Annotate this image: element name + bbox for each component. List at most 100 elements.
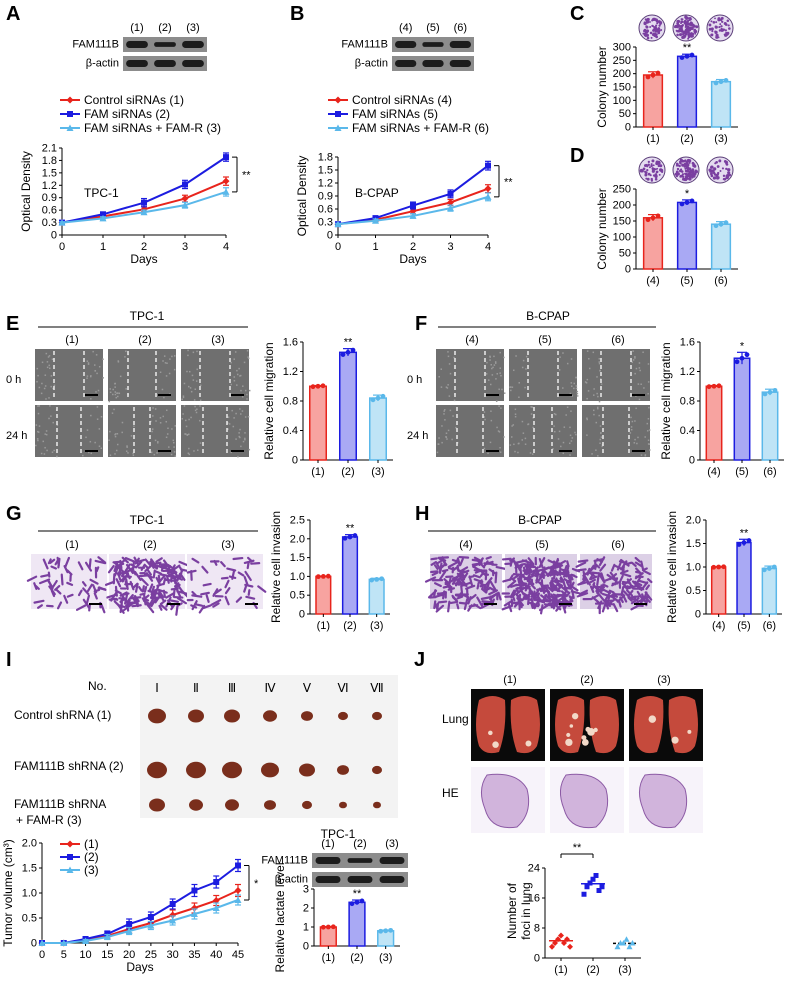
- cell-texture: [161, 388, 164, 391]
- data-dot: [679, 201, 685, 207]
- blot-row-label: β-actin: [86, 58, 119, 70]
- cell-texture: [233, 376, 236, 378]
- bar-category-label: (4): [712, 620, 725, 632]
- invaded-cell: [85, 594, 91, 605]
- invaded-cell: [228, 575, 237, 579]
- data-dot: [679, 55, 685, 61]
- invaded-cell: [173, 564, 181, 571]
- bar-category-label: (1): [311, 466, 324, 478]
- invaded-cell: [608, 589, 615, 594]
- cell-texture: [565, 414, 567, 416]
- cell-texture: [495, 400, 498, 402]
- cell-texture: [186, 434, 189, 436]
- invaded-cell: [143, 573, 154, 579]
- colony: [682, 36, 686, 39]
- invaded-cell: [243, 559, 255, 565]
- line-A-y-tick-label: 1.2: [42, 180, 57, 192]
- invaded-cell: [535, 578, 541, 584]
- invaded-cell: [133, 595, 139, 605]
- line-x-tick-label: 0: [335, 241, 341, 253]
- invaded-cell: [631, 561, 637, 567]
- data-point: [447, 199, 454, 206]
- image-lane-label: (1): [503, 674, 516, 686]
- cell-texture: [531, 406, 533, 408]
- invaded-cell: [86, 583, 93, 593]
- invaded-cell: [621, 593, 628, 603]
- lung-lobe: [634, 696, 664, 754]
- cell-texture: [490, 363, 492, 366]
- metastatic-focus: [571, 713, 579, 720]
- invaded-cell: [176, 588, 182, 599]
- colony: [680, 25, 683, 28]
- bar: [309, 385, 327, 461]
- invaded-cell: [599, 563, 607, 572]
- data-dot: [713, 80, 719, 86]
- scratch-image: [509, 405, 577, 457]
- line-A-y-tick-label: 2.1: [42, 143, 57, 155]
- invaded-cell: [47, 558, 52, 565]
- bar-G-y-tick-label: 1.0: [290, 571, 305, 583]
- blot-title: TPC-1: [321, 827, 356, 841]
- legend-label: Control siRNAs (1): [84, 93, 184, 107]
- scratch-image: [181, 349, 249, 401]
- colony: [650, 163, 653, 166]
- line-A-y-tick-label: 1.8: [42, 155, 57, 167]
- cell-texture: [509, 444, 512, 446]
- he-tissue: [639, 773, 688, 829]
- scatter-point: [596, 888, 602, 893]
- cell-texture: [601, 445, 603, 448]
- colony: [658, 173, 661, 176]
- cell-texture: [573, 382, 575, 385]
- bar: [319, 926, 337, 947]
- panel-letter-J: J: [414, 649, 425, 671]
- invaded-cell: [645, 584, 650, 591]
- invaded-cell: [447, 600, 451, 613]
- cell-texture: [56, 424, 59, 427]
- cell-texture: [166, 433, 169, 435]
- cell-texture: [492, 366, 494, 369]
- cell-texture: [132, 454, 135, 457]
- colony: [687, 159, 691, 162]
- blot-lane-label: (1): [130, 22, 143, 34]
- cell-texture: [522, 432, 525, 434]
- blot-band: [347, 876, 373, 883]
- cell-texture: [86, 429, 89, 431]
- invaded-cell: [530, 601, 534, 609]
- invaded-cell: [570, 590, 582, 595]
- scratch-image: [108, 349, 176, 401]
- colony: [683, 21, 686, 24]
- bar-C-y-tick-label: 200: [613, 68, 631, 80]
- cell-texture: [126, 446, 128, 448]
- cell-texture: [174, 455, 177, 457]
- invaded-cell: [634, 561, 643, 568]
- bar-F-y-tick-label: 0: [689, 455, 695, 467]
- cell-texture: [559, 356, 561, 358]
- cell-texture: [97, 389, 100, 392]
- cell-texture: [195, 411, 198, 414]
- data-dot: [374, 577, 380, 582]
- invaded-cell: [563, 578, 572, 585]
- data-point: [140, 208, 148, 216]
- tumor-number-label: Ⅱ: [193, 681, 199, 695]
- invaded-cell: [154, 584, 160, 596]
- cell-texture: [233, 417, 235, 419]
- cell-texture: [511, 436, 513, 438]
- line-B-y-tick-label: 0: [327, 230, 333, 242]
- blot-band: [379, 876, 405, 883]
- line-B-y-tick-label: 1.2: [318, 178, 333, 190]
- invaded-cell: [539, 604, 544, 615]
- data-dot: [340, 352, 346, 357]
- data-point: [212, 904, 220, 911]
- cell-texture: [196, 350, 198, 353]
- scatter-point: [614, 943, 621, 950]
- scatter-J-y-tick-label: 0: [534, 953, 540, 965]
- cell-texture: [119, 375, 122, 378]
- cell-texture: [635, 367, 638, 370]
- cell-texture: [518, 382, 520, 384]
- scatter-point: [587, 880, 593, 886]
- colony: [727, 171, 731, 175]
- data-dot: [650, 72, 656, 78]
- cell-texture: [576, 390, 579, 393]
- invaded-cell: [191, 600, 198, 611]
